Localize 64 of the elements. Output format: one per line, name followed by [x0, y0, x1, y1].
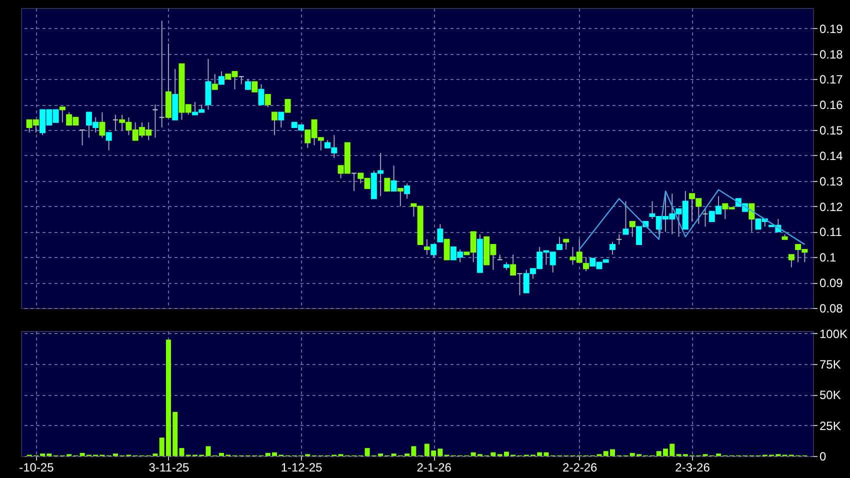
candlestick	[516, 273, 523, 296]
x-tick-label: -10-25	[19, 460, 54, 474]
y-tick-label: 0.08	[820, 302, 844, 316]
y-tick-label: 50K	[820, 388, 841, 402]
y-tick-label: 75K	[820, 358, 841, 372]
x-tick-label: 2-1-26	[416, 460, 452, 474]
x-tick-label: 2-3-26	[675, 460, 710, 474]
candlestick	[424, 238, 430, 256]
candlestick	[205, 58, 212, 110]
candlestick	[284, 99, 291, 113]
y-tick-label: 0.18	[820, 47, 844, 62]
candlestick	[748, 203, 755, 232]
y-tick-label: 0.14	[820, 148, 844, 163]
x-tick-label: 2-2-26	[562, 460, 598, 474]
candlestick	[351, 172, 358, 192]
candlestick	[610, 241, 616, 256]
y-tick-label: 0	[820, 450, 826, 464]
candlestick	[152, 104, 158, 138]
candlestick	[238, 76, 244, 85]
x-tick-label: 3-11-25	[148, 460, 190, 474]
candlestick	[59, 106, 66, 123]
candlestick	[79, 130, 86, 146]
candlestick	[616, 234, 622, 245]
candlestick	[218, 71, 224, 85]
y-tick-label: 0.13	[820, 174, 844, 188]
candlestick	[245, 78, 252, 90]
candlestick	[252, 81, 258, 92]
candlestick	[264, 94, 271, 108]
candlestick	[258, 84, 264, 106]
candlestick	[496, 254, 503, 260]
candlestick	[430, 244, 437, 258]
candlestick	[99, 112, 106, 138]
y-tick-label: 0.15	[820, 124, 844, 138]
candlestick	[397, 188, 404, 207]
line-series	[578, 189, 806, 250]
candlestick	[444, 238, 450, 260]
candlestick	[112, 114, 118, 131]
candlestick	[384, 178, 390, 192]
y-tick-label: 100K	[820, 326, 848, 341]
candlestick	[510, 254, 516, 276]
y-tick-label: 0.12	[820, 200, 844, 214]
candlestick	[556, 236, 562, 250]
y-tick-label: 0.17	[820, 72, 844, 87]
candlestick	[390, 165, 397, 192]
candlestick	[563, 238, 570, 250]
y-tick-label: 0.11	[820, 225, 842, 240]
candlestick	[404, 182, 410, 200]
candlestick	[272, 112, 278, 136]
candlestick	[437, 224, 444, 242]
candlestick	[622, 200, 629, 235]
y-tick-label: 0.16	[820, 98, 844, 112]
candlestick	[582, 256, 589, 272]
y-tick-label: 0.1	[820, 250, 837, 265]
candlestick	[212, 74, 218, 90]
candlestick	[788, 254, 794, 268]
candlestick	[702, 208, 708, 228]
candlestick	[278, 112, 284, 128]
y-tick-label: 0.09	[820, 276, 844, 290]
y-tick-label: 25K	[820, 418, 841, 433]
x-tick-label: 1-12-25	[280, 460, 323, 474]
candlestick	[629, 221, 636, 238]
candlestick	[158, 20, 165, 128]
candlestick	[106, 132, 112, 151]
y-tick-label: 0.19	[820, 22, 844, 36]
